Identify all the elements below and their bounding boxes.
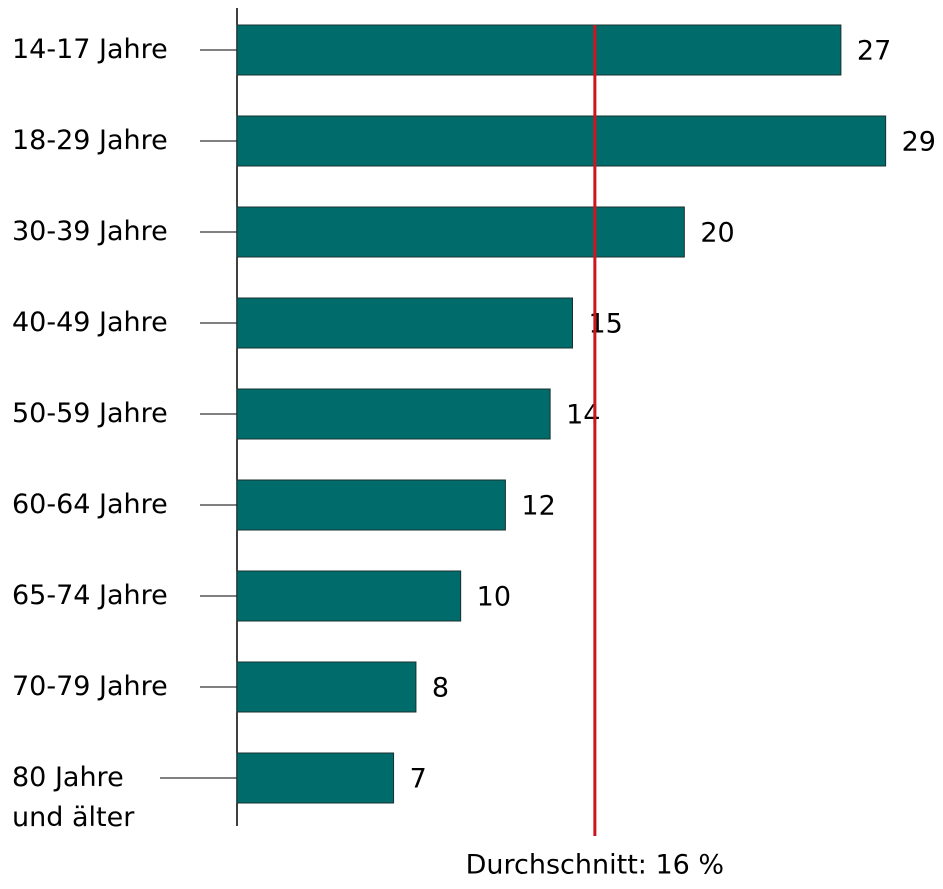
value-label: 10 xyxy=(477,582,511,613)
average-label: Durchschnitt: 16 % xyxy=(466,850,724,881)
value-label: 27 xyxy=(857,36,891,67)
category-label: 70-79 Jahre xyxy=(12,671,168,702)
bar xyxy=(236,388,551,440)
bar xyxy=(236,570,462,622)
category-label: 80 Jahre und älter xyxy=(12,762,135,833)
value-label: 8 xyxy=(432,673,449,704)
category-label: 60-64 Jahre xyxy=(12,489,168,520)
category-label: 14-17 Jahre xyxy=(12,34,168,65)
category-label: 30-39 Jahre xyxy=(12,216,168,247)
value-label: 29 xyxy=(902,127,936,158)
bar xyxy=(236,297,573,349)
category-label: 18-29 Jahre xyxy=(12,125,168,156)
bar xyxy=(236,206,685,258)
category-label: 40-49 Jahre xyxy=(12,307,168,338)
bar xyxy=(236,24,842,76)
value-label: 7 xyxy=(410,764,427,795)
bar xyxy=(236,661,417,713)
bar xyxy=(236,752,395,804)
category-label: 65-74 Jahre xyxy=(12,580,168,611)
category-label: 50-59 Jahre xyxy=(12,398,168,429)
value-label: 12 xyxy=(521,491,555,522)
bar xyxy=(236,479,506,531)
value-label: 20 xyxy=(700,218,734,249)
bar xyxy=(236,115,887,167)
